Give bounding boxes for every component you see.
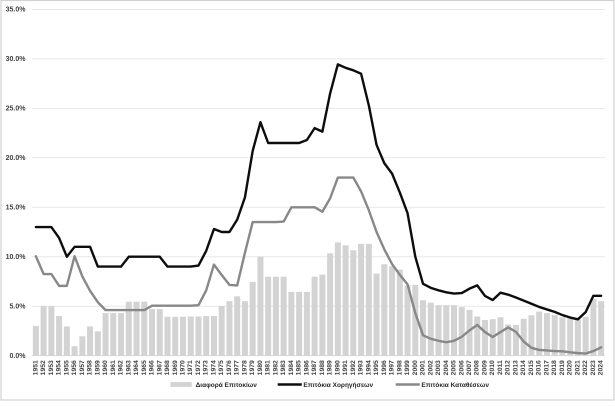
svg-text:2014: 2014 xyxy=(520,360,527,375)
svg-text:1980: 1980 xyxy=(257,360,264,375)
svg-text:2017: 2017 xyxy=(543,360,550,375)
svg-text:2022: 2022 xyxy=(582,360,589,375)
svg-text:2003: 2003 xyxy=(435,360,442,375)
svg-text:1960: 1960 xyxy=(102,360,109,375)
svg-text:2000: 2000 xyxy=(412,360,419,375)
svg-text:2007: 2007 xyxy=(466,360,473,375)
svg-text:10.0%: 10.0% xyxy=(6,254,27,261)
svg-text:2018: 2018 xyxy=(551,360,558,375)
svg-text:35.0%: 35.0% xyxy=(6,7,27,14)
svg-text:1972: 1972 xyxy=(195,360,202,375)
svg-text:1954: 1954 xyxy=(56,360,63,375)
svg-text:1970: 1970 xyxy=(179,360,186,375)
svg-text:1983: 1983 xyxy=(280,360,287,375)
svg-text:1971: 1971 xyxy=(187,360,194,375)
svg-text:1994: 1994 xyxy=(365,360,372,375)
svg-text:1976: 1976 xyxy=(226,360,233,375)
svg-text:1955: 1955 xyxy=(63,360,70,375)
svg-text:1967: 1967 xyxy=(156,360,163,375)
svg-text:2012: 2012 xyxy=(505,360,512,375)
svg-text:1990: 1990 xyxy=(334,360,341,375)
svg-text:2011: 2011 xyxy=(497,360,504,375)
svg-text:20.0%: 20.0% xyxy=(6,155,27,162)
svg-text:1957: 1957 xyxy=(79,360,86,375)
svg-text:1984: 1984 xyxy=(288,360,295,375)
svg-text:2001: 2001 xyxy=(420,360,427,375)
svg-text:1962: 1962 xyxy=(118,360,125,375)
svg-text:1996: 1996 xyxy=(381,360,388,375)
svg-text:1965: 1965 xyxy=(141,360,148,375)
svg-text:1985: 1985 xyxy=(296,360,303,375)
svg-text:1998: 1998 xyxy=(396,360,403,375)
svg-text:1969: 1969 xyxy=(172,360,179,375)
svg-text:15.0%: 15.0% xyxy=(6,205,27,212)
svg-text:1995: 1995 xyxy=(373,360,380,375)
svg-text:1981: 1981 xyxy=(265,360,272,375)
svg-text:2016: 2016 xyxy=(536,360,543,375)
svg-text:2013: 2013 xyxy=(512,360,519,375)
svg-text:2002: 2002 xyxy=(427,360,434,375)
svg-text:1961: 1961 xyxy=(110,360,117,375)
svg-text:1966: 1966 xyxy=(149,360,156,375)
svg-text:2009: 2009 xyxy=(481,360,488,375)
svg-text:1951: 1951 xyxy=(32,360,39,375)
svg-text:1989: 1989 xyxy=(327,360,334,375)
svg-text:1982: 1982 xyxy=(272,360,279,375)
svg-text:30.0%: 30.0% xyxy=(6,56,27,63)
svg-text:2010: 2010 xyxy=(489,360,496,375)
svg-text:2024: 2024 xyxy=(598,360,605,375)
svg-text:2004: 2004 xyxy=(443,360,450,375)
svg-text:1964: 1964 xyxy=(133,360,140,375)
svg-text:0.0%: 0.0% xyxy=(10,353,27,360)
svg-text:1953: 1953 xyxy=(48,360,55,375)
svg-text:1987: 1987 xyxy=(311,360,318,375)
svg-text:1991: 1991 xyxy=(342,360,349,375)
svg-text:2015: 2015 xyxy=(528,360,535,375)
svg-text:1973: 1973 xyxy=(203,360,210,375)
svg-text:1997: 1997 xyxy=(389,360,396,375)
svg-text:5.0%: 5.0% xyxy=(10,303,27,310)
svg-text:2005: 2005 xyxy=(451,360,458,375)
svg-text:Επιτόκια Καταθέσεων: Επιτόκια Καταθέσεων xyxy=(421,382,489,389)
svg-text:1952: 1952 xyxy=(40,360,47,375)
svg-text:1977: 1977 xyxy=(234,360,241,375)
svg-text:25.0%: 25.0% xyxy=(6,106,27,113)
svg-text:2020: 2020 xyxy=(567,360,574,375)
svg-text:1963: 1963 xyxy=(125,360,132,375)
svg-text:1999: 1999 xyxy=(404,360,411,375)
svg-text:1958: 1958 xyxy=(87,360,94,375)
svg-text:2006: 2006 xyxy=(458,360,465,375)
svg-text:1978: 1978 xyxy=(241,360,248,375)
svg-text:1992: 1992 xyxy=(350,360,357,375)
svg-text:1975: 1975 xyxy=(218,360,225,375)
svg-text:1956: 1956 xyxy=(71,360,78,375)
svg-text:1988: 1988 xyxy=(319,360,326,375)
svg-text:1979: 1979 xyxy=(249,360,256,375)
svg-text:2019: 2019 xyxy=(559,360,566,375)
svg-text:Διαφορά Επιτοκίων: Διαφορά Επιτοκίων xyxy=(196,382,258,389)
svg-text:1986: 1986 xyxy=(303,360,310,375)
svg-text:1993: 1993 xyxy=(358,360,365,375)
svg-text:1974: 1974 xyxy=(210,360,217,375)
svg-text:2008: 2008 xyxy=(474,360,481,375)
svg-text:1959: 1959 xyxy=(94,360,101,375)
svg-text:1968: 1968 xyxy=(164,360,171,375)
svg-text:2023: 2023 xyxy=(590,360,597,375)
svg-text:2021: 2021 xyxy=(574,360,581,375)
svg-text:Επιτόκια Χορηγήσεων: Επιτόκια Χορηγήσεων xyxy=(303,382,373,389)
